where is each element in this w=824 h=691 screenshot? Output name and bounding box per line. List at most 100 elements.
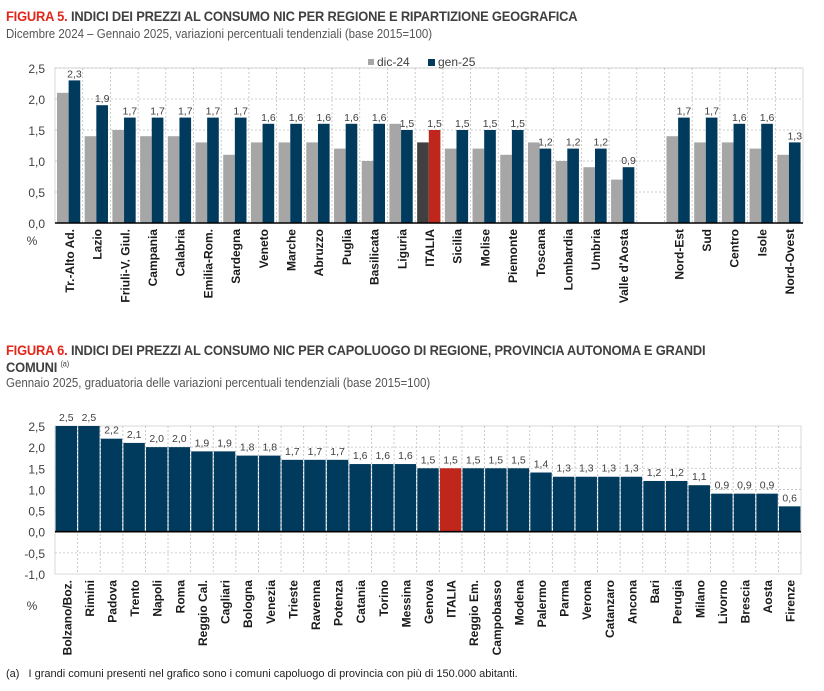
x-tick-label: Livorno (716, 580, 730, 624)
bar-dic24 (306, 142, 318, 223)
x-tick-label: Tr.-Alto Ad. (63, 229, 77, 293)
x-tick-label: Venezia (264, 580, 278, 624)
x-tick-label: Friuli-V. Giul. (118, 229, 132, 303)
x-tick-label: Campobasso (490, 580, 504, 655)
data-label: 1,9 (217, 437, 232, 449)
bar (326, 459, 349, 532)
bar (575, 476, 597, 532)
bar-gen25 (428, 130, 441, 223)
x-tick-label: Sicilia (451, 229, 465, 264)
figure6-title-text-2: COMUNI (6, 359, 58, 375)
bar-dic24 (777, 154, 789, 223)
figure5-chart: 0,0 0,5 1,0 1,5 2,0 2,5% 2,3 Tr.-Alto Ad. 1,9 Laz… (27, 55, 804, 303)
bar (778, 506, 801, 532)
figure6-subtitle: Gennaio 2025, graduatoria delle variazio… (6, 376, 431, 390)
data-label: 1,3 (787, 130, 802, 142)
y-tick-label: 2,5 (28, 420, 45, 434)
data-label: 1,3 (579, 463, 594, 475)
x-tick-label: Catanzaro (603, 580, 617, 638)
bar-dic24 (666, 136, 679, 223)
data-label: 1,5 (421, 454, 436, 466)
x-tick-label: Milano (693, 580, 707, 618)
x-tick-label: Sardegna (229, 229, 243, 284)
figure5-title-text: INDICI DEI PREZZI AL CONSUMO NIC PER REG… (70, 8, 578, 24)
x-tick-label: Bologna (241, 580, 255, 628)
x-tick-label: Centro (728, 229, 742, 268)
figure6-footnote-ref: (a) (60, 359, 70, 369)
bar-dic24 (223, 154, 235, 223)
plot-area (54, 425, 802, 575)
bar-gen25 (539, 148, 552, 223)
bar-dic24 (472, 148, 485, 223)
bar-dic24 (500, 154, 512, 223)
data-label: 1,6 (375, 450, 390, 462)
bar-gen25 (124, 117, 136, 223)
data-label: 2,0 (149, 433, 164, 445)
x-tick-label: ITALIA (445, 580, 459, 618)
data-label: 1,6 (760, 112, 775, 124)
bar-gen25 (345, 123, 358, 223)
data-label: 1,5 (483, 118, 498, 130)
bar (168, 447, 191, 532)
data-label: 1,9 (195, 437, 210, 449)
bar-gen25 (207, 117, 219, 223)
bar (236, 455, 258, 532)
x-tick-label: Lazio (91, 229, 105, 260)
data-label: 1,5 (466, 454, 481, 466)
bar-dic24 (167, 136, 180, 223)
data-label: 2,5 (82, 412, 97, 424)
x-tick-label: Roma (173, 580, 187, 614)
x-tick-label: Umbria (589, 229, 603, 271)
bar-gen25 (68, 80, 81, 224)
bar-gen25 (290, 123, 302, 223)
x-tick-label: Calabria (174, 229, 188, 277)
bar (598, 476, 620, 532)
y-tick-label: 2,0 (28, 441, 45, 455)
data-label: 1,2 (594, 137, 609, 149)
bar (55, 426, 78, 532)
y-tick-label: 2,0 (28, 93, 45, 107)
bar (259, 455, 281, 532)
bar (733, 493, 756, 532)
bar-dic24 (84, 136, 97, 223)
bar (620, 476, 643, 532)
figure6-title-text: INDICI DEI PREZZI AL CONSUMO NIC PER CAP… (70, 342, 706, 358)
data-label: 2,5 (59, 412, 74, 424)
legend-label-dic24: dic-24 (377, 55, 410, 69)
bar-gen25 (705, 117, 718, 223)
bar-gen25 (484, 130, 496, 223)
bar-gen25 (179, 117, 192, 223)
y-tick-label: 0,0 (28, 217, 45, 231)
y-tick-label: 1,5 (28, 124, 45, 138)
data-label: 1,7 (285, 446, 300, 458)
bar (213, 451, 236, 532)
bar-gen25 (733, 123, 746, 223)
data-label: 1,5 (511, 454, 526, 466)
bar-gen25 (567, 148, 579, 223)
data-label: 1,5 (443, 454, 458, 466)
data-label: 0,9 (760, 480, 775, 492)
data-label: 1,7 (677, 106, 692, 118)
data-label: 1,3 (556, 463, 571, 475)
y-tick-label: 1,0 (28, 155, 45, 169)
x-tick-label: Bolzano/Boz. (60, 580, 74, 655)
x-tick-label: Emilia-Rom. (201, 229, 215, 298)
data-label: 0,6 (782, 492, 797, 504)
figure6-title-line2: COMUNI (a) (6, 359, 69, 375)
x-tick-label: Perugia (671, 580, 685, 624)
y-tick-label: 2,5 (28, 62, 45, 76)
x-tick-label: Messina (399, 580, 413, 628)
bar-dic24 (555, 161, 568, 223)
data-label: 1,7 (330, 446, 345, 458)
footnote: (a) I grandi comuni presenti nel grafico… (6, 668, 524, 680)
bar (281, 459, 304, 532)
bar (372, 464, 394, 532)
x-tick-label: Palermo (535, 580, 549, 627)
bar-dic24 (694, 142, 706, 223)
data-label: 1,5 (510, 118, 525, 130)
data-label: 1,4 (534, 459, 549, 471)
data-label: 1,7 (206, 106, 221, 118)
bar-gen25 (678, 117, 690, 223)
y-tick-label: -1,0 (24, 568, 45, 582)
